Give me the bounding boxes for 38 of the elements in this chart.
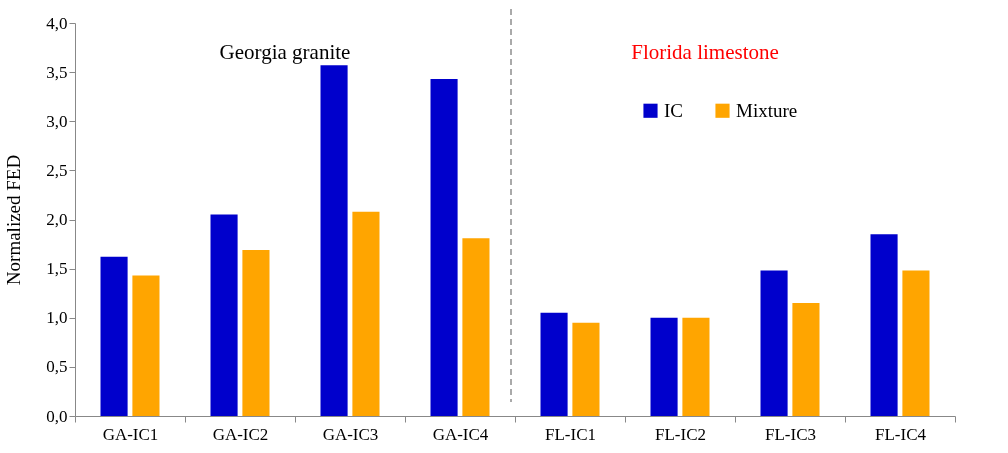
bar [792, 303, 820, 416]
bar [320, 65, 348, 416]
bar [242, 249, 270, 416]
bar [540, 312, 568, 416]
legend-label: IC [664, 99, 683, 121]
y-axis-title: Normalized FED [3, 154, 25, 286]
x-tick-label: FL-IC3 [765, 424, 816, 444]
bar [462, 238, 490, 416]
annotation: Georgia granite [219, 40, 351, 64]
y-tick-label: 3,0 [46, 111, 68, 131]
bar [650, 317, 678, 416]
x-tick-label: GA-IC4 [432, 424, 489, 444]
bar [572, 322, 600, 416]
bar [682, 317, 710, 416]
x-tick-label: FL-IC4 [875, 424, 927, 444]
legend-label: Mixture [736, 99, 798, 121]
y-tick-label: 2,0 [46, 210, 68, 229]
y-tick-label: 2,5 [46, 160, 68, 180]
x-tick-label: GA-IC1 [102, 424, 159, 444]
x-tick-label: GA-IC2 [212, 424, 269, 444]
x-tick-label: FL-IC1 [545, 424, 596, 444]
x-tick-label: GA-IC3 [322, 424, 379, 444]
y-tick-label: 1,0 [46, 308, 68, 328]
x-tick-label: FL-IC2 [655, 424, 706, 444]
y-tick-label: 4,0 [46, 13, 68, 33]
bar [870, 234, 898, 416]
bar [902, 270, 930, 416]
y-tick-label: 0,5 [46, 357, 68, 377]
y-tick-label: 0,0 [46, 406, 68, 426]
y-tick-label: 3,5 [46, 62, 68, 82]
bar [132, 275, 160, 416]
annotation: Florida limestone [631, 40, 779, 64]
bar [100, 256, 128, 416]
bar [352, 211, 380, 416]
bar [760, 270, 788, 416]
bar [430, 79, 458, 416]
y-tick-label: 1,5 [46, 259, 68, 279]
bar [210, 214, 238, 416]
